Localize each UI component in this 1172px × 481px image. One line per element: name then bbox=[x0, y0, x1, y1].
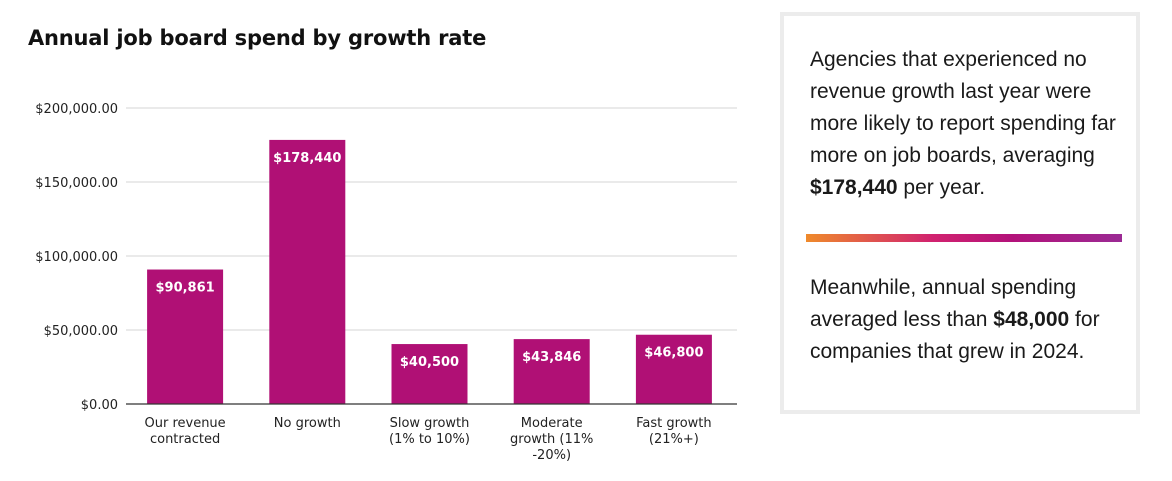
y-tick-label: $100,000.00 bbox=[35, 250, 118, 265]
data-label: $43,846 bbox=[522, 350, 581, 365]
x-tick-label: Moderate bbox=[521, 416, 583, 431]
x-tick-label: growth (11% bbox=[510, 432, 593, 447]
insight-text-1-part-b: per year. bbox=[897, 176, 986, 199]
data-label: $46,800 bbox=[644, 346, 703, 361]
bar bbox=[147, 269, 224, 404]
bar bbox=[635, 334, 712, 404]
insight-text-2-part-b: for companies that grew in 2024. bbox=[810, 308, 1100, 363]
insight-panel: Agencies that experienced no revenue gro… bbox=[780, 12, 1140, 414]
gradient-divider bbox=[806, 234, 1122, 242]
insight-highlight-2: $48,000 bbox=[993, 308, 1070, 331]
x-tick-label: (1% to 10%) bbox=[389, 432, 470, 447]
bar bbox=[391, 344, 468, 404]
y-tick-label: $200,000.00 bbox=[35, 102, 118, 117]
data-label: $90,861 bbox=[155, 281, 214, 296]
x-tick-label: No growth bbox=[274, 416, 341, 431]
chart-title: Annual job board spend by growth rate bbox=[28, 26, 487, 50]
y-tick-label: $50,000.00 bbox=[44, 324, 118, 339]
bar bbox=[269, 139, 346, 404]
insight-text-growth: Meanwhile, annual spending averaged less… bbox=[810, 272, 1120, 368]
x-tick-label: contracted bbox=[150, 432, 220, 447]
insight-text-no-growth: Agencies that experienced no revenue gro… bbox=[810, 44, 1120, 204]
bar-chart: $0.00 $50,000.00 $100,000.00 $150,000.00 $20… bbox=[35, 102, 737, 463]
x-tick-label: Fast growth bbox=[636, 416, 712, 431]
insight-text-1-part-a: Agencies that experienced no revenue gro… bbox=[810, 48, 1116, 167]
y-tick-label: $0.00 bbox=[81, 398, 118, 413]
insight-highlight-1: $178,440 bbox=[810, 176, 898, 199]
x-tick-label: Our revenue bbox=[145, 416, 226, 431]
y-tick-label: $150,000.00 bbox=[35, 176, 118, 191]
x-tick-label: (21%+) bbox=[649, 432, 699, 447]
insight-text-2-part-a: Meanwhile, annual spending averaged less… bbox=[810, 276, 1077, 331]
data-label: $178,440 bbox=[273, 151, 341, 166]
bar bbox=[513, 339, 590, 404]
data-label: $40,500 bbox=[400, 355, 459, 370]
x-tick-label: Slow growth bbox=[390, 416, 470, 431]
x-tick-label: -20%) bbox=[532, 448, 571, 463]
